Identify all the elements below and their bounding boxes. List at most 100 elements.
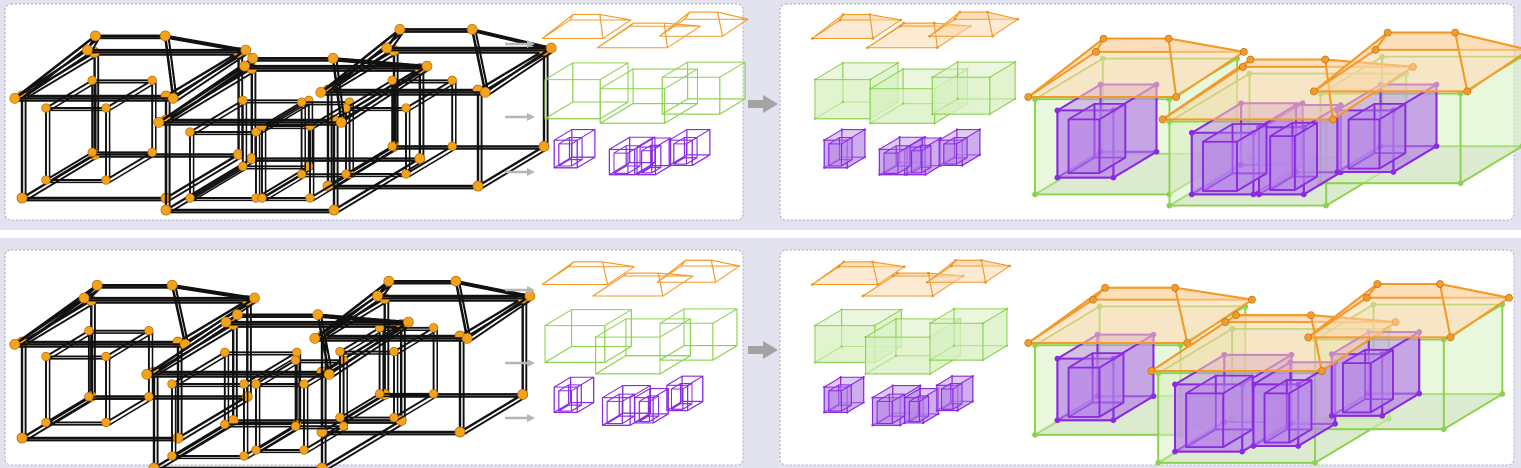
joint xyxy=(924,173,927,176)
joint xyxy=(1238,62,1247,71)
joint xyxy=(891,274,895,278)
edge-double xyxy=(330,51,399,94)
joint xyxy=(328,204,340,216)
joint xyxy=(240,44,252,56)
joint xyxy=(840,345,843,348)
joint xyxy=(1240,47,1248,56)
joint xyxy=(841,13,845,16)
joint xyxy=(1101,283,1110,292)
big-arrow-icon xyxy=(748,341,778,359)
joint xyxy=(249,292,260,304)
joint xyxy=(167,93,179,104)
arrow-head xyxy=(527,168,535,176)
joint xyxy=(101,175,111,185)
roof-structure-icon xyxy=(541,11,749,49)
joint xyxy=(16,432,28,444)
arrow-head xyxy=(763,341,778,359)
joint xyxy=(978,128,982,131)
joint xyxy=(517,388,529,400)
arrow-head xyxy=(527,286,535,294)
roof-edge xyxy=(717,11,749,37)
joint xyxy=(1248,295,1256,304)
box-face xyxy=(553,386,578,413)
arrow-head xyxy=(527,113,535,121)
roof-edge-double xyxy=(149,316,243,378)
box-face xyxy=(883,152,899,174)
edge xyxy=(345,145,394,175)
joint xyxy=(91,279,103,291)
edge xyxy=(303,425,345,451)
joint xyxy=(1446,333,1455,342)
joint xyxy=(891,384,894,387)
box-face xyxy=(1067,118,1101,175)
roof-edge xyxy=(313,279,391,340)
joint xyxy=(896,271,899,275)
small-arrow-icon xyxy=(505,414,535,422)
edge-double xyxy=(174,425,230,460)
joint xyxy=(41,175,51,185)
joint xyxy=(296,97,307,107)
joint xyxy=(902,265,906,269)
joint xyxy=(1239,448,1246,455)
joint xyxy=(41,351,51,362)
roof-edge-double xyxy=(474,30,556,96)
joint xyxy=(931,294,935,298)
joint xyxy=(381,42,393,54)
joint xyxy=(902,21,905,25)
joint xyxy=(988,76,991,79)
edge xyxy=(20,395,93,440)
joint xyxy=(894,354,898,357)
roof-face xyxy=(866,22,904,49)
joint xyxy=(823,139,826,142)
joint xyxy=(810,37,814,40)
joint xyxy=(898,424,902,427)
edge xyxy=(255,359,297,385)
joint xyxy=(374,389,385,399)
edge-double xyxy=(192,167,248,202)
roof-face xyxy=(862,272,899,297)
joint xyxy=(327,52,339,64)
edge xyxy=(255,425,297,451)
joint xyxy=(841,61,845,65)
box-face xyxy=(929,322,984,361)
joint xyxy=(1436,280,1444,288)
joint xyxy=(251,379,261,389)
roof-edge-double xyxy=(317,282,394,342)
joint xyxy=(290,355,301,365)
joint xyxy=(925,280,929,284)
roof-face xyxy=(811,261,845,286)
roof-face xyxy=(1312,31,1389,93)
joint xyxy=(454,426,466,438)
roof-edge xyxy=(163,34,248,100)
joint xyxy=(1032,431,1038,438)
roof-face xyxy=(1307,282,1379,339)
joint xyxy=(958,10,962,14)
joint xyxy=(166,279,178,291)
joint xyxy=(153,117,165,128)
box-face xyxy=(1347,118,1381,170)
joint xyxy=(144,391,154,402)
joint xyxy=(1328,412,1335,419)
box-face xyxy=(558,390,572,412)
joint xyxy=(839,376,842,379)
joint xyxy=(866,46,869,50)
joint xyxy=(257,193,267,203)
arrow-head xyxy=(527,359,535,367)
edge xyxy=(105,151,154,181)
edge xyxy=(320,419,403,468)
joint xyxy=(251,445,261,455)
joint xyxy=(1440,426,1447,433)
roof-face xyxy=(980,259,1011,283)
joint xyxy=(239,451,249,461)
edge xyxy=(339,392,381,419)
joint xyxy=(971,400,974,403)
joint xyxy=(899,18,903,22)
joint xyxy=(919,384,922,387)
edge xyxy=(189,165,244,199)
joint xyxy=(1013,60,1017,64)
joint xyxy=(1323,202,1330,209)
roof-edge xyxy=(663,22,701,49)
floor-face xyxy=(1035,153,1238,195)
joint xyxy=(863,155,867,159)
